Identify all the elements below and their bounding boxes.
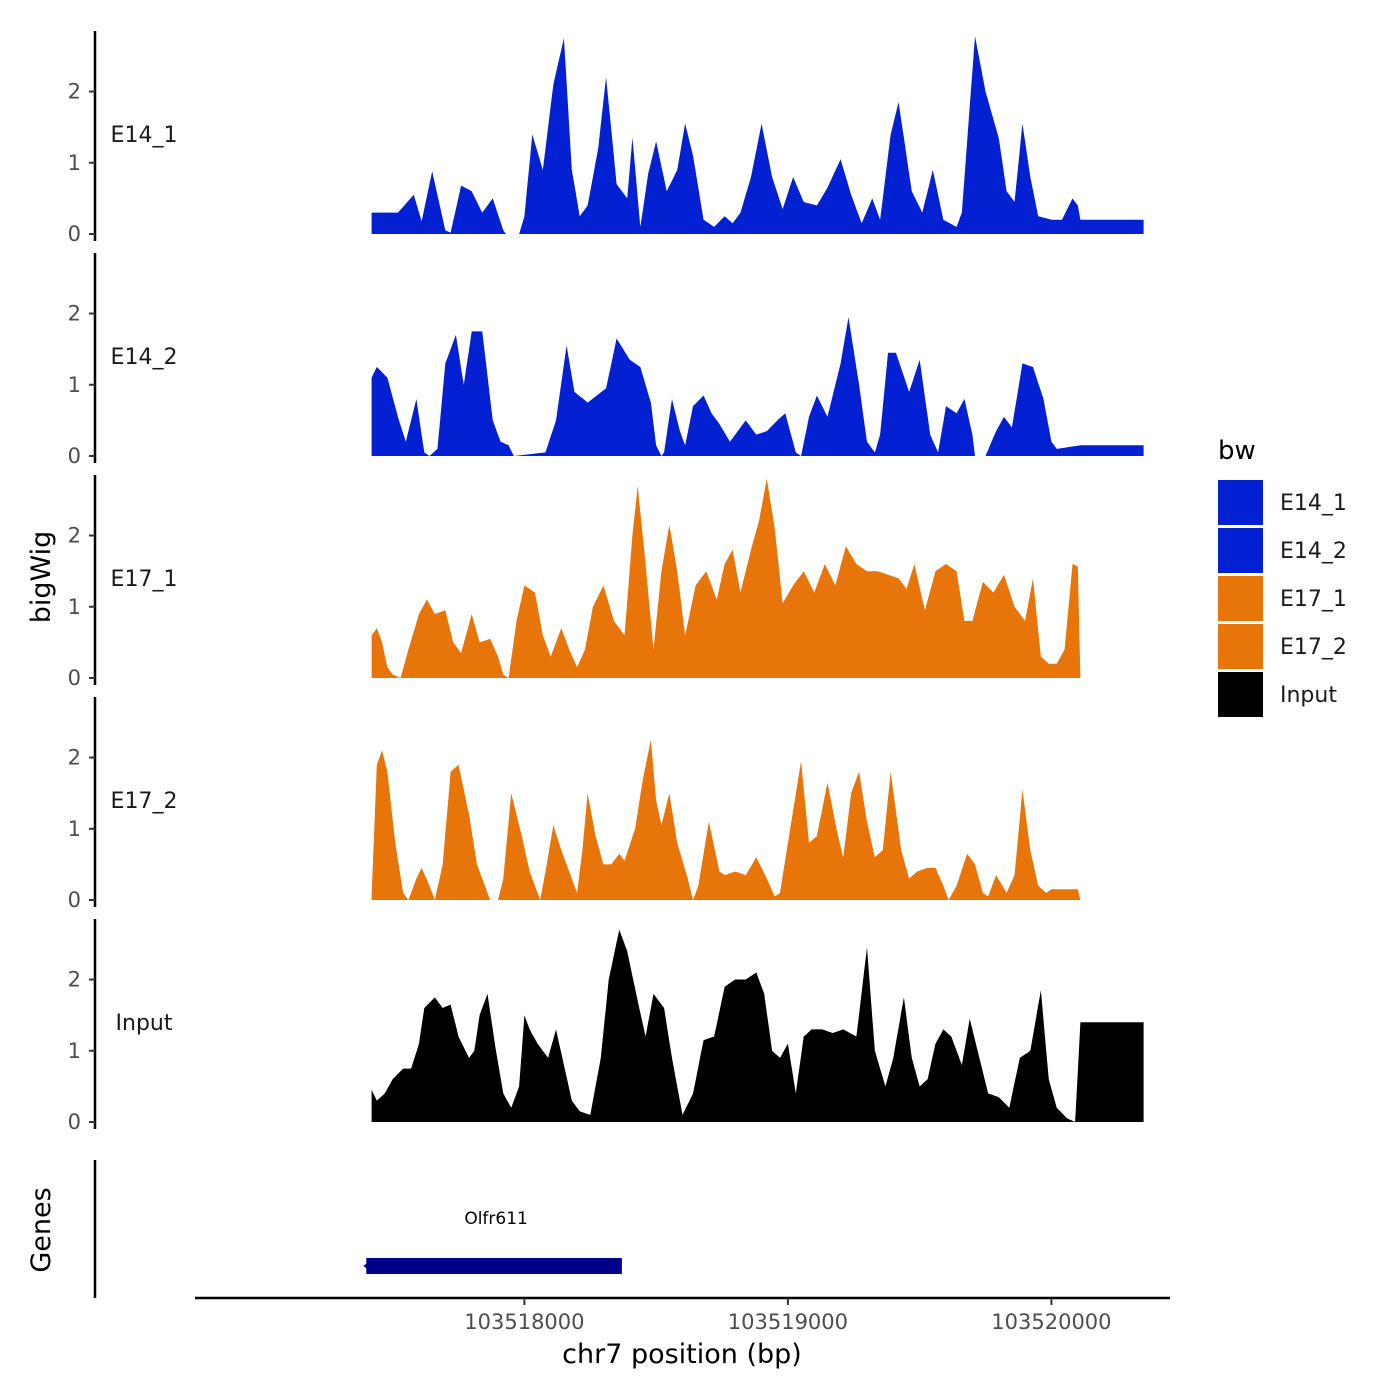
track-panel-E17_2: 0 1 2 E17_2 [68, 697, 1144, 912]
x-tick-label: 103518000 [464, 1310, 584, 1334]
gene-label: Olfr611 [464, 1209, 528, 1229]
legend-swatch-E14_2 [1218, 528, 1263, 573]
y-tick-label: 2 [68, 968, 81, 992]
x-axis-title: chr7 position (bp) [562, 1339, 802, 1370]
x-tick-label: 103519000 [728, 1310, 848, 1334]
y-tick-label: 1 [68, 373, 81, 397]
track-label: E14_2 [111, 345, 178, 370]
y-axis-title: bigWig [26, 531, 57, 624]
genes-track-title: Genes [26, 1187, 57, 1272]
track-panel-E17_1: 0 1 2 E17_1 [68, 475, 1144, 690]
legend-label: E14_2 [1280, 539, 1347, 564]
y-tick-label: 0 [68, 444, 81, 468]
signal-area-Input [371, 929, 1144, 1122]
legend-label: E14_1 [1280, 491, 1347, 516]
y-tick-label: 1 [68, 595, 81, 619]
track-label: E17_1 [111, 567, 178, 592]
tracks-layer: 0 1 2 E14_1 0 1 2 E14_2 0 1 2 E17_1 0 1 2 E17_2 0 1 2 Input [68, 31, 1144, 1134]
y-tick-label: 0 [68, 666, 81, 690]
gene-body [366, 1258, 622, 1274]
y-tick-label: 2 [68, 524, 81, 548]
y-tick-label: 2 [68, 302, 81, 326]
x-axis: 103518000 103519000 103520000 [195, 1296, 1170, 1334]
signal-area-E17_1 [371, 478, 1144, 678]
legend-label: E17_2 [1280, 635, 1347, 660]
legend-swatch-E17_2 [1218, 624, 1263, 669]
y-tick-label: 0 [68, 222, 81, 246]
x-tick-label: 103520000 [991, 1310, 1111, 1334]
y-tick-label: 1 [68, 151, 81, 175]
legend-label: Input [1280, 683, 1337, 708]
genes-layer: Olfr611 [93, 1160, 622, 1298]
track-panel-Input: 0 1 2 Input [68, 919, 1144, 1134]
track-panel-E14_2: 0 1 2 E14_2 [68, 253, 1144, 468]
y-tick-label: 1 [68, 1039, 81, 1063]
track-label: Input [116, 1011, 173, 1036]
track-label: E17_2 [111, 789, 178, 814]
legend-label: E17_1 [1280, 587, 1347, 612]
track-label: E14_1 [111, 123, 178, 148]
signal-area-E14_1 [371, 36, 1144, 234]
track-panel-E14_1: 0 1 2 E14_1 [68, 31, 1144, 246]
signal-area-E17_2 [371, 739, 1144, 900]
y-tick-label: 0 [68, 1110, 81, 1134]
legend-swatch-Input [1218, 672, 1263, 717]
y-tick-label: 2 [68, 80, 81, 104]
y-tick-label: 0 [68, 888, 81, 912]
legend-swatch-E14_1 [1218, 480, 1263, 525]
y-tick-label: 2 [68, 746, 81, 770]
y-tick-label: 1 [68, 817, 81, 841]
legend: bw E14_1 E14_2 E17_1 E17_2 Input [1218, 436, 1347, 717]
signal-area-E14_2 [371, 317, 1144, 456]
legend-title: bw [1218, 436, 1256, 466]
legend-swatch-E17_1 [1218, 576, 1263, 621]
gene-strand-arrow [363, 1261, 371, 1271]
